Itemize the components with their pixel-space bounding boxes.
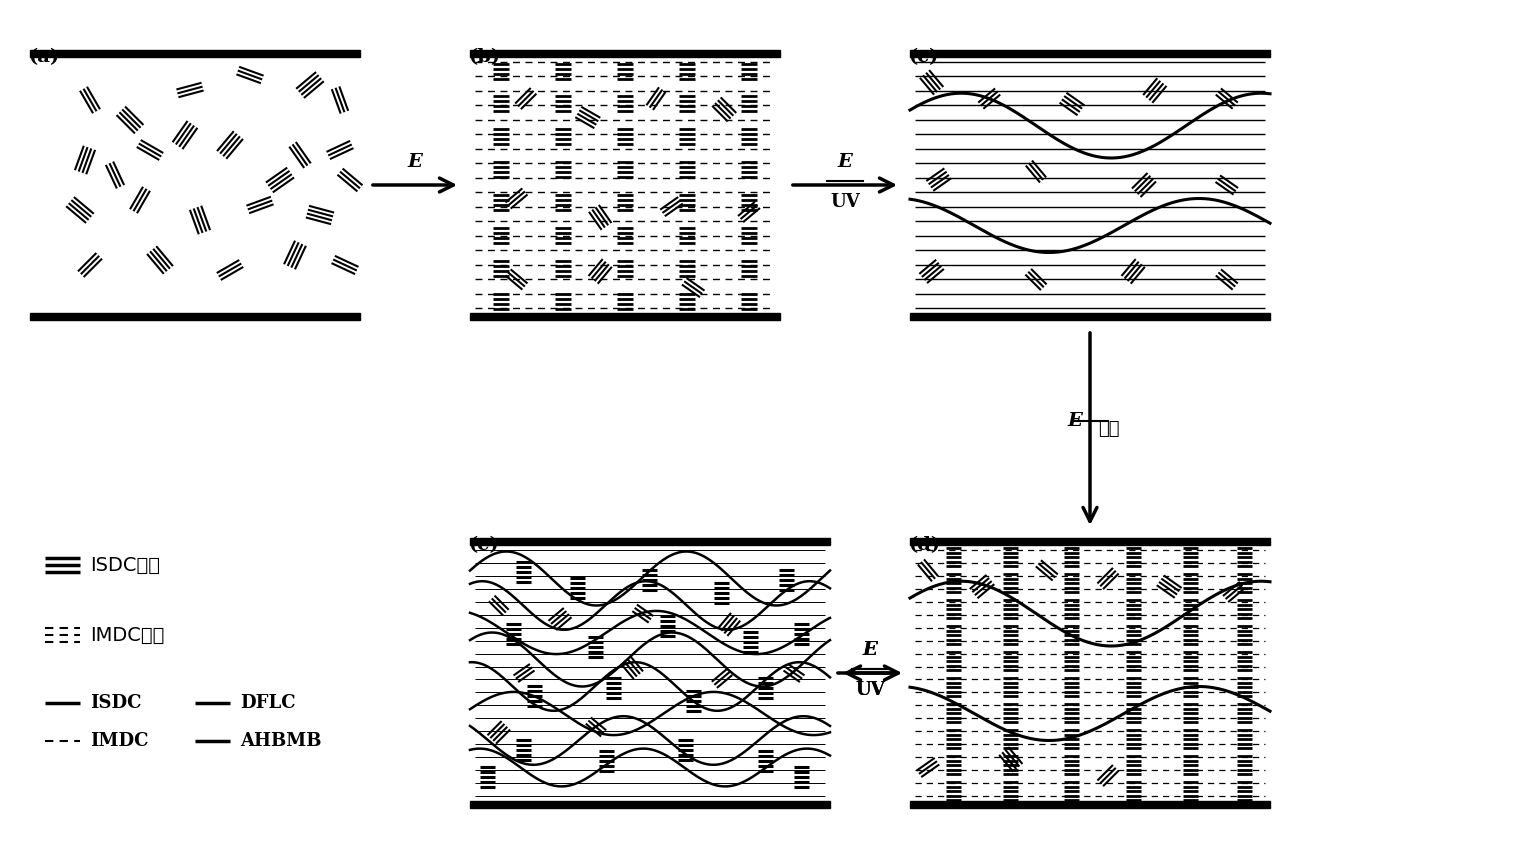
Bar xyxy=(470,538,829,545)
Text: IMDC: IMDC xyxy=(90,732,148,750)
Bar xyxy=(470,313,780,320)
Bar xyxy=(910,313,1270,320)
Text: E: E xyxy=(863,641,877,659)
Text: UV: UV xyxy=(855,681,884,699)
Text: (e): (e) xyxy=(468,536,499,554)
Text: E: E xyxy=(837,153,852,171)
Text: UV: UV xyxy=(831,193,860,211)
Text: (a): (a) xyxy=(28,48,60,66)
Text: (c): (c) xyxy=(907,48,938,66)
Text: AHBMB: AHBMB xyxy=(240,732,321,750)
Text: DFLC: DFLC xyxy=(240,694,295,712)
Text: ISDC: ISDC xyxy=(90,694,141,712)
Bar xyxy=(910,801,1270,808)
Bar xyxy=(31,50,360,57)
Text: E: E xyxy=(1066,412,1082,430)
Text: E: E xyxy=(407,153,422,171)
Bar xyxy=(910,538,1270,545)
Bar xyxy=(470,50,780,57)
Bar xyxy=(910,50,1270,57)
Bar xyxy=(31,313,360,320)
Text: IMDC晶粒: IMDC晶粒 xyxy=(90,625,164,644)
Text: E: E xyxy=(863,641,877,659)
Text: UV: UV xyxy=(855,681,884,699)
Text: ISDC晶粒: ISDC晶粒 xyxy=(90,555,161,575)
Text: (b): (b) xyxy=(468,48,500,66)
Text: 加热: 加热 xyxy=(1099,420,1120,438)
Text: (d): (d) xyxy=(907,536,939,554)
Bar xyxy=(470,801,829,808)
